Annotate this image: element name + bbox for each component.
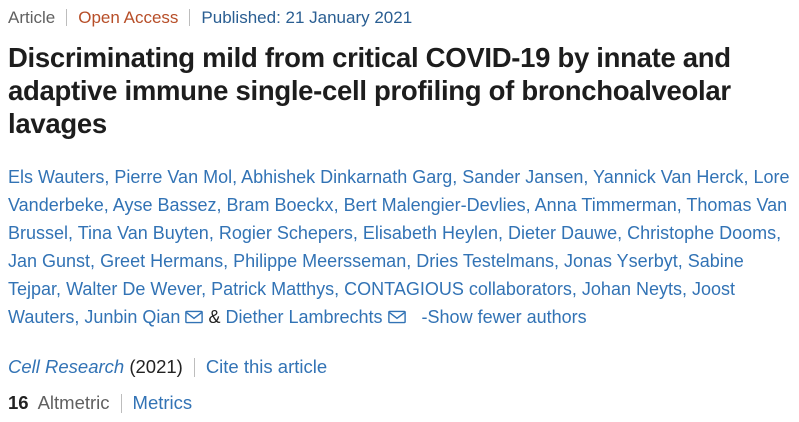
author-link[interactable]: Sabine Tejpar — [8, 251, 744, 299]
author-separator: , — [216, 195, 227, 215]
journal-link[interactable]: Cell Research — [8, 356, 125, 377]
author-link[interactable]: Bert Malengier-Devlies — [343, 195, 526, 215]
author-link[interactable]: Joost Wauters — [8, 279, 736, 327]
article-type-label: Article — [8, 8, 56, 27]
show-fewer-authors-link[interactable]: -Show fewer authors — [421, 307, 587, 327]
author-separator: , — [103, 195, 113, 215]
author-link[interactable]: Els Wauters — [8, 167, 105, 187]
cite-article-link[interactable]: Cite this article — [205, 356, 328, 377]
metrics-row: 16 Altmetric Metrics — [8, 392, 793, 414]
author-separator: , — [68, 223, 78, 243]
author-link[interactable]: Tina Van Buyten — [77, 223, 209, 243]
email-icon[interactable] — [180, 307, 204, 327]
author-link[interactable]: Greet Hermans — [100, 251, 224, 271]
author-link[interactable]: Bram Boeckx — [226, 195, 334, 215]
author-link[interactable]: Dries Testelmans — [416, 251, 554, 271]
author-link[interactable]: Elisabeth Heylen — [362, 223, 499, 243]
author-link[interactable]: Walter De Wever — [66, 279, 202, 299]
author-separator: , — [525, 195, 535, 215]
author-link[interactable]: Jonas Yserbyt — [563, 251, 678, 271]
author-link[interactable]: Pierre Van Mol — [114, 167, 233, 187]
author-link[interactable]: Sander Jansen — [462, 167, 584, 187]
author-link[interactable]: Johan Neyts — [581, 279, 682, 299]
author-link[interactable]: Diether Lambrechts — [225, 307, 383, 327]
author-separator: , — [498, 223, 509, 243]
divider — [120, 394, 122, 413]
author-link[interactable]: Philippe Meersseman — [233, 251, 407, 271]
ampersand-separator: & — [203, 307, 226, 327]
author-separator: , — [232, 167, 242, 187]
author-link[interactable]: Junbin Qian — [84, 307, 181, 327]
metrics-link[interactable]: Metrics — [132, 392, 193, 413]
author-list: Els Wauters, Pierre Van Mol, Abhishek Di… — [8, 163, 793, 331]
author-separator: , — [208, 223, 219, 243]
author-separator: , — [571, 279, 582, 299]
author-separator: , — [90, 251, 101, 271]
author-separator: , — [406, 251, 417, 271]
altmetric-count: 16 — [8, 392, 29, 413]
author-separator: , — [334, 279, 345, 299]
author-link[interactable]: Thomas Van Brussel — [8, 195, 788, 243]
author-link[interactable]: Ayse Bassez — [112, 195, 217, 215]
author-separator: , — [743, 167, 754, 187]
author-link[interactable]: Anna Timmerman — [534, 195, 677, 215]
author-separator: , — [452, 167, 463, 187]
author-link[interactable]: Jan Gunst — [8, 251, 91, 271]
author-separator: , — [201, 279, 212, 299]
author-link[interactable]: Abhishek Dinkarnath Garg — [241, 167, 453, 187]
journal-row: Cell Research (2021) Cite this article — [8, 356, 793, 378]
author-separator: , — [617, 223, 628, 243]
author-link[interactable]: Lore Vanderbeke — [8, 167, 790, 215]
author-link[interactable]: Rogier Schepers — [218, 223, 353, 243]
author-separator: , — [333, 195, 344, 215]
altmetric-label: Altmetric — [37, 392, 110, 413]
author-link[interactable]: Patrick Matthys — [211, 279, 335, 299]
author-separator: , — [776, 223, 782, 243]
author-separator: , — [74, 307, 85, 327]
author-link[interactable]: Dieter Dauwe — [508, 223, 618, 243]
author-separator: , — [104, 167, 115, 187]
author-separator: , — [56, 279, 67, 299]
author-link[interactable]: Yannick Van Herck — [593, 167, 744, 187]
article-title: Discriminating mild from critical COVID-… — [8, 42, 731, 139]
author-separator: , — [553, 251, 564, 271]
author-separator: , — [223, 251, 234, 271]
author-link[interactable]: CONTAGIOUS collaborators — [344, 279, 572, 299]
divider — [193, 358, 195, 377]
journal-year: (2021) — [129, 356, 183, 377]
author-separator: , — [677, 251, 688, 271]
open-access-label[interactable]: Open Access — [78, 8, 179, 27]
author-separator: , — [681, 279, 692, 299]
divider — [66, 9, 68, 26]
author-link[interactable]: Christophe Dooms — [627, 223, 777, 243]
divider — [189, 9, 191, 26]
author-separator: , — [583, 167, 594, 187]
author-separator: , — [352, 223, 363, 243]
article-meta-row: Article Open Access Published: 21 January … — [8, 8, 793, 28]
published-date: Published: 21 January 2021 — [201, 8, 413, 27]
email-icon[interactable] — [383, 307, 406, 327]
author-separator: , — [676, 195, 687, 215]
